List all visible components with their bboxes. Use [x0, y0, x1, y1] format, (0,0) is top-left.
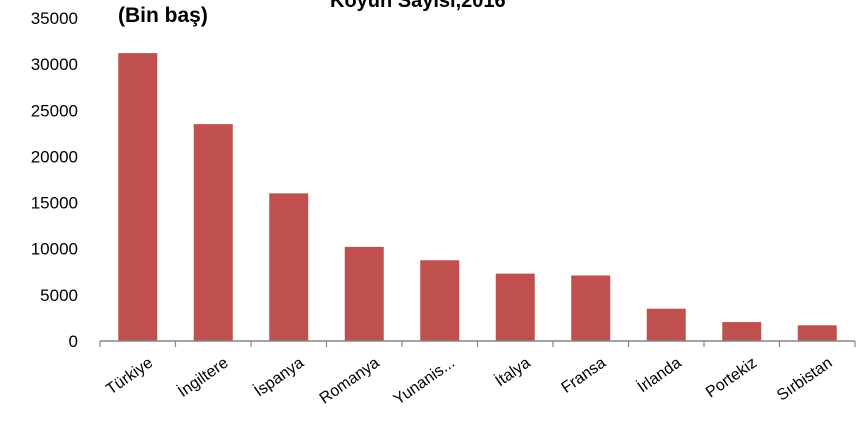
x-category-label: İspanya: [250, 353, 307, 401]
bar: [571, 275, 611, 341]
y-tick-label: 35000: [31, 9, 78, 28]
x-category-label: Romanya: [317, 354, 383, 407]
y-tick-label: 10000: [31, 240, 78, 259]
y-tick-label: 25000: [31, 101, 78, 120]
x-category-label: Sırbistan: [774, 354, 835, 404]
bar: [193, 124, 233, 341]
y-tick-label: 15000: [31, 194, 78, 213]
bar: [344, 246, 384, 341]
y-tick-label: 20000: [31, 147, 78, 166]
x-category-label: Fransa: [559, 354, 610, 397]
bar: [722, 322, 762, 341]
y-tick-label: 5000: [40, 286, 78, 305]
bar: [646, 308, 686, 341]
bar: [797, 325, 837, 341]
bar: [118, 53, 158, 341]
bar: [495, 273, 535, 341]
x-category-label: İtalya: [491, 353, 533, 391]
x-axis-labels: Türkiye İngiltere İspanya Romanya Yunanis...…: [103, 353, 835, 409]
x-category-label: İrlanda: [634, 353, 685, 397]
x-category-label: Portekiz: [703, 354, 760, 401]
x-category-label: İngiltere: [174, 353, 232, 401]
x-category-label: Yunanis...: [391, 354, 458, 408]
bar: [269, 193, 309, 341]
y-tick-label: 0: [69, 332, 78, 351]
chart-title: Koyun Sayısı,2016: [330, 0, 506, 12]
y-tick-label: 30000: [31, 55, 78, 74]
x-category-label: Türkiye: [103, 354, 156, 398]
y-axis-unit-label: (Bin baş): [118, 4, 208, 27]
y-axis-ticks: 0 5000 10000 15000 20000 25000 30000 35000: [31, 9, 78, 351]
bar: [420, 260, 460, 341]
x-axis: [99, 340, 856, 347]
bars: [118, 53, 837, 341]
